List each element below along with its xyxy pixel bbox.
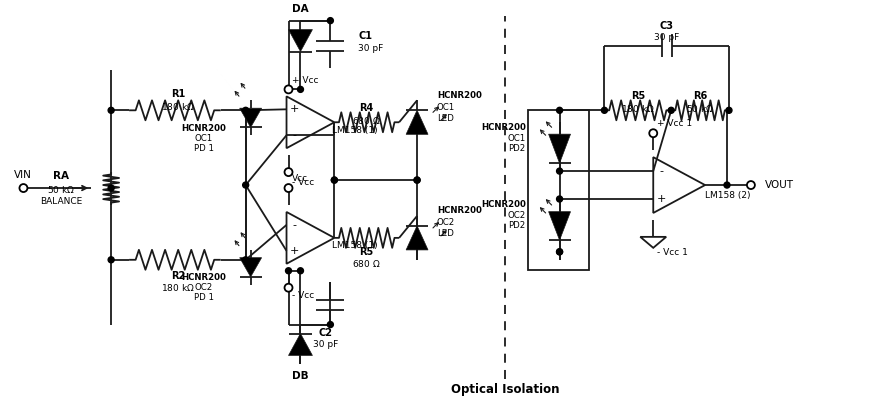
Circle shape <box>242 257 249 263</box>
Circle shape <box>747 181 755 189</box>
Text: DA: DA <box>292 4 309 14</box>
Text: R6: R6 <box>693 91 707 101</box>
Text: -: - <box>292 220 296 230</box>
Text: OC2: OC2 <box>508 212 526 220</box>
Text: HCNR200: HCNR200 <box>437 206 482 216</box>
Text: -: - <box>292 130 296 140</box>
Circle shape <box>242 107 249 113</box>
Circle shape <box>414 177 420 183</box>
Circle shape <box>726 107 732 113</box>
Text: VOUT: VOUT <box>765 180 794 190</box>
Circle shape <box>650 129 657 137</box>
Text: OC2: OC2 <box>437 218 455 228</box>
Circle shape <box>668 107 674 113</box>
Circle shape <box>297 268 303 274</box>
Text: HCNR200: HCNR200 <box>480 123 526 132</box>
Polygon shape <box>240 258 262 277</box>
Text: 180 k$\Omega$: 180 k$\Omega$ <box>621 103 655 114</box>
Text: DB: DB <box>292 371 309 381</box>
Text: 30 pF: 30 pF <box>654 33 679 42</box>
Text: Vcc: Vcc <box>291 174 308 182</box>
Circle shape <box>108 107 114 113</box>
Text: LED: LED <box>437 229 453 238</box>
Text: HCNR200: HCNR200 <box>480 200 526 210</box>
Text: 50 k$\Omega$: 50 k$\Omega$ <box>47 184 75 194</box>
Polygon shape <box>406 110 428 134</box>
Text: R5: R5 <box>359 247 374 257</box>
Polygon shape <box>548 212 570 240</box>
Circle shape <box>284 284 292 292</box>
Text: +: + <box>657 194 666 204</box>
Text: C1: C1 <box>358 30 372 40</box>
Circle shape <box>331 177 337 183</box>
Text: R5: R5 <box>630 91 645 101</box>
Bar <box>528 110 589 270</box>
Text: HCNR200: HCNR200 <box>181 124 226 133</box>
Text: +: + <box>290 104 299 114</box>
Polygon shape <box>406 226 428 250</box>
Text: LED: LED <box>437 114 453 123</box>
Text: HCNR200: HCNR200 <box>181 273 226 282</box>
Circle shape <box>556 249 562 255</box>
Text: R2: R2 <box>171 271 185 281</box>
Text: LM158 (1): LM158 (1) <box>332 126 378 135</box>
Text: PD 1: PD 1 <box>194 293 214 302</box>
Circle shape <box>556 107 562 113</box>
Text: + Vcc 1: + Vcc 1 <box>657 119 692 128</box>
Polygon shape <box>289 30 312 52</box>
Circle shape <box>414 177 420 183</box>
Polygon shape <box>548 134 570 163</box>
Text: RA: RA <box>53 171 69 181</box>
Text: + Vcc: + Vcc <box>291 76 318 85</box>
Text: 180 k$\Omega$: 180 k$\Omega$ <box>161 282 194 293</box>
Text: PD 1: PD 1 <box>194 144 214 153</box>
Circle shape <box>108 185 114 191</box>
Circle shape <box>242 182 249 188</box>
Circle shape <box>284 184 292 192</box>
Text: 680 $\Omega$: 680 $\Omega$ <box>352 115 381 126</box>
Circle shape <box>19 184 27 192</box>
Text: OC1: OC1 <box>437 103 455 112</box>
Circle shape <box>108 257 114 263</box>
Circle shape <box>284 168 292 176</box>
Text: 30 pF: 30 pF <box>358 44 384 53</box>
Circle shape <box>556 168 562 174</box>
Text: - Vcc: - Vcc <box>291 178 314 186</box>
Text: Optical Isolation: Optical Isolation <box>451 383 559 396</box>
Text: OC2: OC2 <box>194 283 213 292</box>
Text: BALANCE: BALANCE <box>40 198 83 206</box>
Text: C2: C2 <box>318 328 332 338</box>
Text: - Vcc: - Vcc <box>291 291 314 300</box>
Text: C3: C3 <box>660 21 674 31</box>
Circle shape <box>284 85 292 93</box>
Circle shape <box>724 182 730 188</box>
Circle shape <box>556 196 562 202</box>
Circle shape <box>331 177 337 183</box>
Polygon shape <box>289 334 312 356</box>
Text: HCNR200: HCNR200 <box>437 91 482 100</box>
Text: 180 k$\Omega$: 180 k$\Omega$ <box>161 101 194 112</box>
Text: VIN: VIN <box>13 170 31 180</box>
Text: LM158 (1): LM158 (1) <box>332 241 378 250</box>
Text: OC1: OC1 <box>508 134 526 143</box>
Text: PD2: PD2 <box>508 144 526 153</box>
Text: -: - <box>659 166 664 176</box>
Text: LM158 (2): LM158 (2) <box>705 190 751 200</box>
Polygon shape <box>240 108 262 127</box>
Text: - Vcc 1: - Vcc 1 <box>657 248 688 257</box>
Text: PD2: PD2 <box>508 222 526 230</box>
Circle shape <box>285 268 291 274</box>
Text: R1: R1 <box>171 89 185 99</box>
Circle shape <box>297 86 303 92</box>
Circle shape <box>602 107 608 113</box>
Text: OC1: OC1 <box>194 134 213 143</box>
Text: 50 k$\Omega$: 50 k$\Omega$ <box>686 103 714 114</box>
Text: 680 $\Omega$: 680 $\Omega$ <box>352 258 381 269</box>
Text: +: + <box>290 246 299 256</box>
Text: 30 pF: 30 pF <box>313 340 338 349</box>
Text: R4: R4 <box>359 103 374 113</box>
Circle shape <box>327 322 333 328</box>
Circle shape <box>556 249 562 255</box>
Circle shape <box>327 18 333 24</box>
